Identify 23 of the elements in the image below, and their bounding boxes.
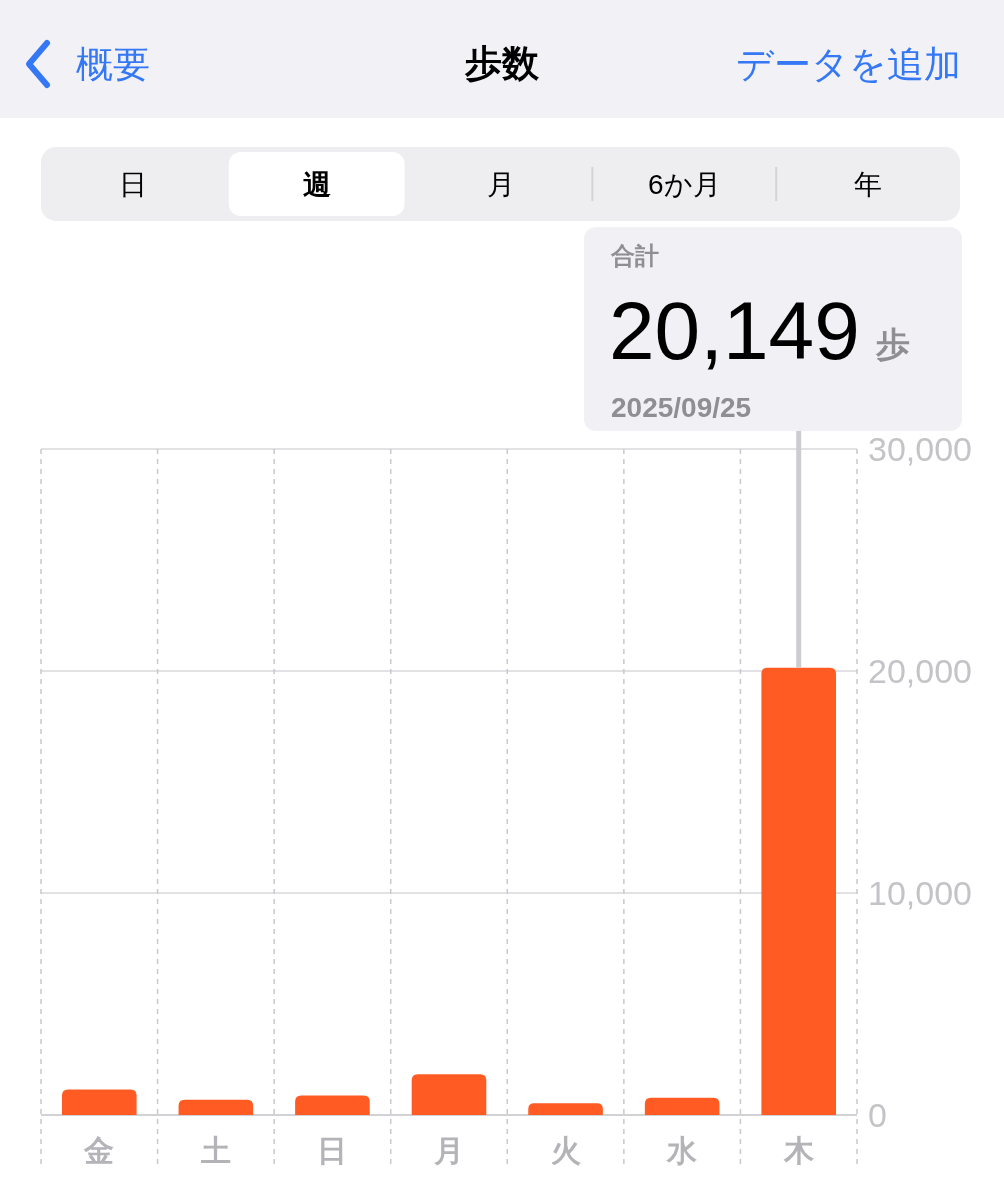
x-tick-label: 火 bbox=[550, 1134, 581, 1167]
chart-title: 歩数 bbox=[464, 43, 540, 84]
text: データを追加 bbox=[736, 44, 961, 85]
y-tick-label: 10,000 bbox=[868, 874, 972, 912]
x-tick-label: 水 bbox=[666, 1134, 699, 1167]
x-tick-label: 金 bbox=[83, 1134, 115, 1167]
x-tick-label: 月 bbox=[433, 1134, 464, 1167]
text: 2025/09/25 bbox=[611, 392, 752, 423]
y-tick-label: 0 bbox=[868, 1096, 887, 1134]
y-tick-label: 20,000 bbox=[868, 652, 972, 690]
annotation: 20,149 bbox=[609, 285, 860, 376]
x-tick-label: 土 bbox=[199, 1134, 231, 1167]
text: 歩 bbox=[874, 325, 910, 363]
text: 年 bbox=[854, 169, 883, 200]
x-tick-label: 木 bbox=[782, 1134, 815, 1167]
text: 概要 bbox=[76, 44, 150, 85]
text: 週 bbox=[302, 169, 331, 200]
text: 月 bbox=[486, 169, 515, 200]
text: 合計 bbox=[610, 242, 659, 269]
y-tick-label: 30,000 bbox=[868, 430, 972, 468]
text: 6か月 bbox=[648, 169, 721, 200]
text: 日 bbox=[118, 169, 147, 200]
x-tick-label: 日 bbox=[317, 1134, 348, 1167]
